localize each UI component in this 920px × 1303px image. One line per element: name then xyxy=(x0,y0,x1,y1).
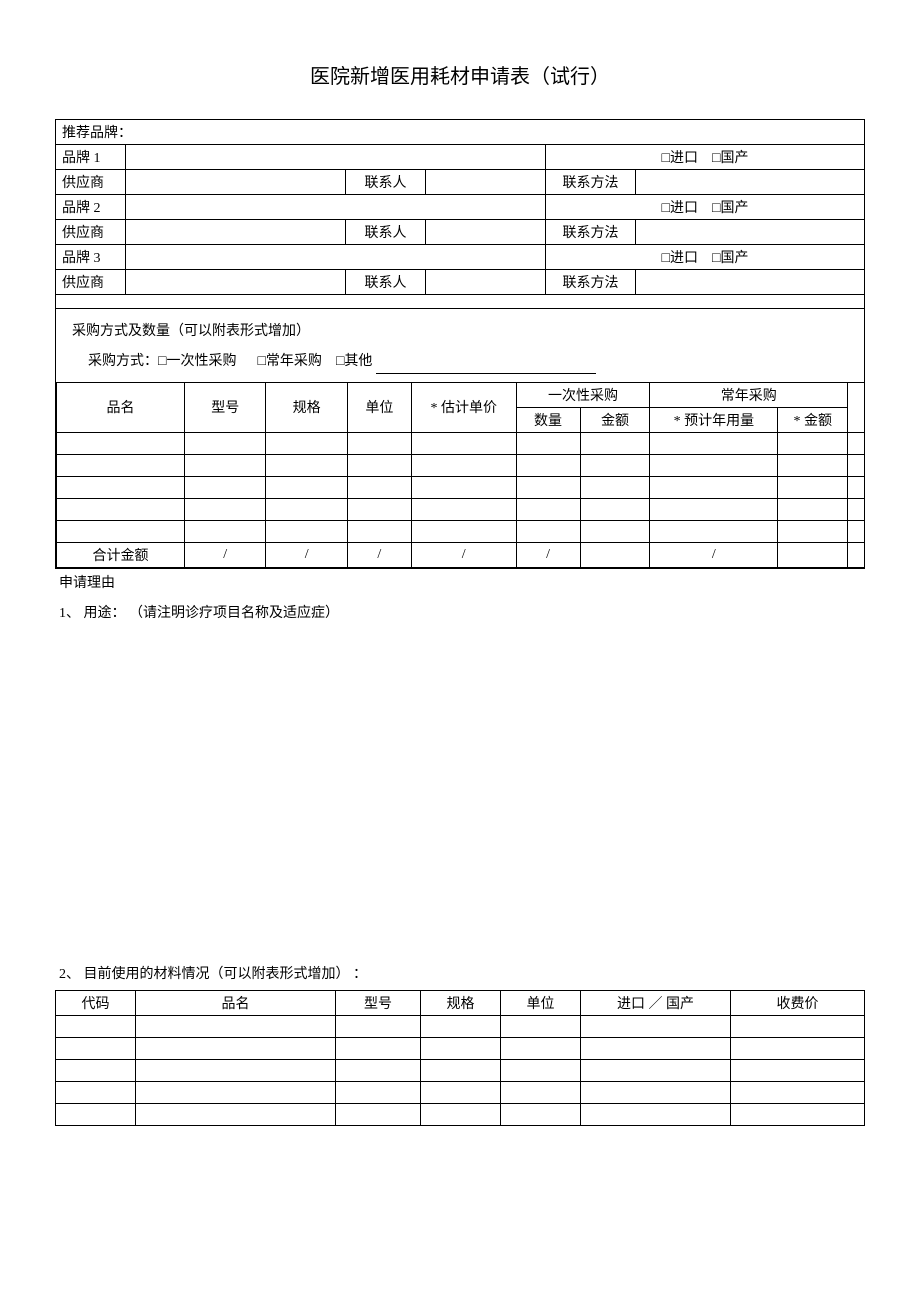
method-label: 联系方法 xyxy=(546,220,636,245)
brand-row: 品牌 1 □进口 □国产 xyxy=(56,145,865,170)
supplier-label: 供应商 xyxy=(56,270,126,295)
table-row xyxy=(57,454,865,476)
table-row xyxy=(56,1037,865,1059)
col-unit: 单位 xyxy=(501,990,581,1015)
reason-line2: 2、 目前使用的材料情况（可以附表形式增加） ： xyxy=(55,960,865,990)
brand-value[interactable] xyxy=(126,145,546,170)
brand-value[interactable] xyxy=(126,195,546,220)
col-model: 型号 xyxy=(184,382,265,432)
brand-origin[interactable]: □进口 □国产 xyxy=(546,245,865,270)
table-row xyxy=(56,1081,865,1103)
method-label: 联系方法 xyxy=(546,270,636,295)
contact-label: 联系人 xyxy=(346,220,426,245)
contact-value[interactable] xyxy=(426,170,546,195)
table-row xyxy=(57,432,865,454)
contact-value[interactable] xyxy=(426,270,546,295)
col-model: 型号 xyxy=(336,990,421,1015)
supplier-value[interactable] xyxy=(126,270,346,295)
supplier-row: 供应商 联系人 联系方法 xyxy=(56,270,865,295)
total-row: 合计金额 / / / / / / xyxy=(57,542,865,567)
col-annual: 常年采购 xyxy=(650,382,848,407)
purchase-method-line[interactable]: 采购方式：□一次性采购 □常年采购 □其他 xyxy=(68,347,852,377)
reason-freeform-area[interactable] xyxy=(55,630,865,960)
col-name: 品名 xyxy=(57,382,185,432)
brands-table: 推荐品牌： 品牌 1 □进口 □国产 供应商 联系人 联系方法 品牌 2 □进口… xyxy=(55,119,865,309)
method-label: 联系方法 xyxy=(546,170,636,195)
contact-value[interactable] xyxy=(426,220,546,245)
purchase-heading: 采购方式及数量（可以附表形式增加） xyxy=(68,317,852,347)
col-est-amount: * 金额 xyxy=(778,407,848,432)
brand-origin[interactable]: □进口 □国产 xyxy=(546,145,865,170)
purchase-table: 品名 型号 规格 单位 * 估计单价 一次性采购 常年采购 数量 金额 * 预计… xyxy=(56,382,864,568)
total-label: 合计金额 xyxy=(57,542,185,567)
page-title: 医院新增医用耗材申请表（试行） xyxy=(55,60,865,89)
table-row xyxy=(56,1103,865,1125)
supplier-row: 供应商 联系人 联系方法 xyxy=(56,170,865,195)
reason-heading: 申请理由 xyxy=(55,569,865,599)
col-est-price: * 估计单价 xyxy=(411,382,516,432)
reason-line1: 1、 用途： （请注明诊疗项目名称及适应症） xyxy=(55,599,865,629)
brand-origin[interactable]: □进口 □国产 xyxy=(546,195,865,220)
brand-row: 品牌 2 □进口 □国产 xyxy=(56,195,865,220)
col-code: 代码 xyxy=(56,990,136,1015)
col-est-annual-qty: * 预计年用量 xyxy=(650,407,778,432)
supplier-label: 供应商 xyxy=(56,220,126,245)
method-value[interactable] xyxy=(636,170,865,195)
col-price: 收费价 xyxy=(731,990,865,1015)
col-unit: 单位 xyxy=(347,382,411,432)
supplier-label: 供应商 xyxy=(56,170,126,195)
contact-label: 联系人 xyxy=(346,270,426,295)
supplier-value[interactable] xyxy=(126,170,346,195)
brands-header: 推荐品牌： xyxy=(56,120,865,145)
table-row xyxy=(56,1059,865,1081)
method-value[interactable] xyxy=(636,220,865,245)
brand-value[interactable] xyxy=(126,245,546,270)
supplier-value[interactable] xyxy=(126,220,346,245)
col-origin: 进口 ／ 国产 xyxy=(581,990,731,1015)
col-qty: 数量 xyxy=(516,407,580,432)
col-spec: 规格 xyxy=(266,382,347,432)
purchase-section: 采购方式及数量（可以附表形式增加） 采购方式：□一次性采购 □常年采购 □其他 … xyxy=(55,309,865,569)
col-amount: 金额 xyxy=(580,407,650,432)
method-value[interactable] xyxy=(636,270,865,295)
col-spec: 规格 xyxy=(421,990,501,1015)
supplier-row: 供应商 联系人 联系方法 xyxy=(56,220,865,245)
brand-row: 品牌 3 □进口 □国产 xyxy=(56,245,865,270)
col-name: 品名 xyxy=(136,990,336,1015)
brand-label: 品牌 2 xyxy=(56,195,126,220)
table-row xyxy=(57,498,865,520)
spacer xyxy=(56,295,865,309)
materials-table: 代码 品名 型号 规格 单位 进口 ／ 国产 收费价 xyxy=(55,990,865,1126)
table-row xyxy=(57,520,865,542)
contact-label: 联系人 xyxy=(346,170,426,195)
col-onetime: 一次性采购 xyxy=(516,382,650,407)
brand-label: 品牌 3 xyxy=(56,245,126,270)
col-tail xyxy=(848,382,864,432)
table-row xyxy=(56,1015,865,1037)
brand-label: 品牌 1 xyxy=(56,145,126,170)
table-row xyxy=(57,476,865,498)
